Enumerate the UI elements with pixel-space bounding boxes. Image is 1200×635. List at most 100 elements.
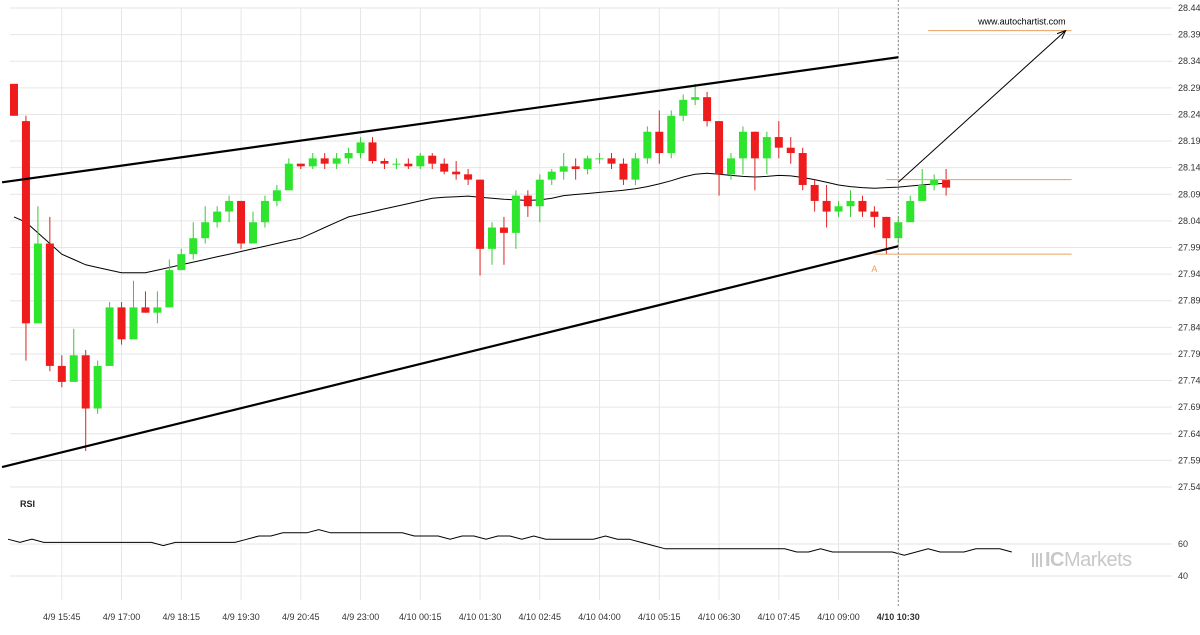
axis-layer: 28.4425 28.3925 28.3425 28.2925 28.2425 28.19… (43, 3, 1200, 622)
point-label: A (871, 264, 877, 274)
candle-body (942, 179, 951, 188)
x-tick-label: 4/9 17:00 (103, 612, 141, 622)
y-tick-label: 28.2925 (1178, 83, 1200, 93)
x-tick-label: 4/9 23:00 (342, 612, 380, 622)
candle-body (416, 155, 425, 167)
candle-body (129, 307, 138, 340)
x-tick-label: 4/10 10:30 (877, 612, 920, 622)
candle-body (703, 97, 712, 122)
candle-body (894, 222, 903, 239)
candle-body (858, 200, 867, 212)
candle-body (225, 200, 234, 212)
candle-body (834, 206, 843, 212)
candle-body (57, 365, 66, 382)
candle-body (488, 227, 496, 249)
candle-body (93, 365, 102, 409)
y-tick-label: 27.5425 (1178, 482, 1200, 492)
y-tick-label: 27.9925 (1178, 243, 1200, 253)
candle-body (846, 200, 855, 207)
candle-body (33, 243, 42, 324)
candle-body (595, 158, 604, 160)
x-tick-label: 4/10 05:15 (638, 612, 681, 622)
y-tick-label: 27.8425 (1178, 322, 1200, 332)
y-tick-label: 28.1925 (1178, 136, 1200, 146)
candle-body (428, 155, 437, 164)
candle-body (249, 222, 257, 244)
candle-body (535, 179, 544, 207)
x-tick-label: 4/9 18:15 (163, 612, 201, 622)
candles-layer (10, 83, 951, 452)
source-label: www.autochartist.com (977, 17, 1066, 27)
candle-body (583, 158, 592, 169)
candle-body (452, 171, 461, 175)
candle-body (153, 307, 162, 313)
x-tick-label: 4/10 04:00 (578, 612, 621, 622)
candle-body (141, 307, 150, 313)
rsi-label: RSI (20, 499, 35, 509)
y-tick-label: 27.6925 (1178, 402, 1200, 412)
candle-body (762, 137, 771, 159)
candle-body (105, 307, 114, 366)
candle-body (260, 200, 269, 223)
candle-body (69, 355, 78, 382)
x-tick-label: 4/9 15:45 (43, 612, 81, 622)
y-tick-label: 28.2425 (1178, 109, 1200, 119)
watermark-prefix: IC (1045, 549, 1065, 571)
candle-body (643, 131, 652, 159)
rsi-tick-label: 40 (1178, 571, 1188, 581)
candle-body (523, 195, 532, 207)
icmarkets-watermark: ICMarkets (1032, 549, 1132, 572)
y-tick-label: 28.4425 (1178, 3, 1200, 13)
candle-body (404, 163, 413, 167)
candle-body (308, 158, 317, 167)
y-tick-label: 28.3425 (1178, 56, 1200, 66)
candle-body (774, 137, 783, 148)
y-tick-label: 27.5925 (1178, 455, 1200, 465)
candle-body (738, 131, 747, 159)
candle-body (380, 161, 389, 164)
candle-body (392, 163, 401, 165)
bars-icon (1032, 553, 1042, 567)
candle-body (715, 121, 724, 175)
candle-body (798, 153, 807, 185)
candle-body (189, 238, 198, 255)
candle-body (906, 200, 915, 223)
grid-layer (10, 7, 1172, 600)
candle-body (882, 216, 891, 239)
watermark-suffix: Markets (1064, 549, 1132, 571)
candle-body (822, 200, 831, 212)
y-tick-label: 28.0925 (1178, 189, 1200, 199)
candle-body (356, 142, 365, 154)
projection-arrow-line (897, 30, 1066, 183)
candle-body (870, 211, 879, 217)
candle-body (165, 270, 174, 308)
candle-body (10, 83, 18, 116)
candle-body (368, 142, 377, 162)
candle-body (655, 131, 664, 154)
x-tick-label: 4/10 07:45 (758, 612, 801, 622)
x-tick-label: 4/9 20:45 (282, 612, 320, 622)
x-tick-label: 4/10 00:15 (399, 612, 442, 622)
candle-body (631, 158, 640, 180)
y-tick-label: 27.6425 (1178, 429, 1200, 439)
y-tick-label: 28.3925 (1178, 30, 1200, 40)
channel-lower-line (1, 245, 899, 469)
rsi-tick-label: 60 (1178, 539, 1188, 549)
candle-body (619, 163, 628, 180)
candle-body (45, 243, 54, 366)
y-tick-label: 27.7425 (1178, 376, 1200, 386)
candle-body (750, 131, 759, 159)
candle-body (559, 166, 568, 172)
y-tick-label: 27.7925 (1178, 349, 1200, 359)
candle-body (296, 163, 305, 167)
candle-body (810, 184, 819, 201)
candle-body (464, 174, 473, 180)
candle-body (201, 222, 210, 239)
candle-body (332, 158, 341, 164)
x-tick-label: 4/10 02:45 (519, 612, 562, 622)
candle-body (667, 115, 676, 154)
candle-body (727, 158, 735, 175)
rsi-line (7, 529, 1012, 556)
candle-body (237, 200, 246, 244)
